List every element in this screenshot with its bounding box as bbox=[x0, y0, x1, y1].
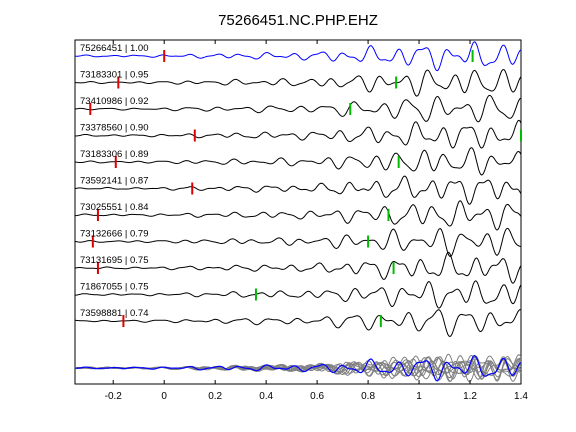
trace-label: 71867055 | 0.75 bbox=[80, 282, 149, 293]
x-tick-label: 0.2 bbox=[208, 391, 222, 402]
x-tick-label: 0.6 bbox=[310, 391, 324, 402]
trace-label: 73183306 | 0.89 bbox=[80, 149, 149, 160]
trace-label: 73592141 | 0.87 bbox=[80, 176, 149, 187]
x-tick-label: -0.2 bbox=[105, 391, 123, 402]
trace-label: 73378560 | 0.90 bbox=[80, 123, 149, 134]
trace-label: 73183301 | 0.95 bbox=[80, 70, 149, 81]
x-tick-label: 1.2 bbox=[463, 391, 477, 402]
trace-line bbox=[74, 309, 522, 338]
trace-line bbox=[74, 119, 522, 149]
trace-label: 73131695 | 0.75 bbox=[80, 255, 149, 266]
trace-line bbox=[74, 147, 522, 176]
trace-line bbox=[74, 94, 522, 123]
trace-line bbox=[75, 41, 522, 72]
trace-line bbox=[75, 200, 522, 231]
trace-line bbox=[75, 69, 522, 97]
trace-label: 73598881 | 0.74 bbox=[80, 308, 149, 319]
x-tick-label: 0.4 bbox=[259, 391, 273, 402]
stack-reference-line bbox=[75, 354, 522, 382]
x-tick-label: 1.4 bbox=[514, 391, 528, 402]
trace-line bbox=[74, 251, 522, 284]
stack-group bbox=[74, 353, 522, 383]
chart-title: 75266451.NC.PHP.EHZ bbox=[218, 12, 378, 29]
trace-line bbox=[74, 175, 522, 205]
trace-label: 73132666 | 0.79 bbox=[80, 229, 149, 240]
trace-line bbox=[74, 227, 522, 258]
trace-label: 75266451 | 1.00 bbox=[80, 43, 149, 54]
x-tick-label: 1 bbox=[416, 391, 422, 402]
trace-line bbox=[74, 280, 522, 309]
x-axis: -0.2 0 0.2 0.4 0.6 0.8 1 1.2 1.4 bbox=[105, 40, 528, 402]
pick-group bbox=[89, 50, 522, 327]
trace-label: 73410986 | 0.92 bbox=[80, 96, 149, 107]
trace-label: 73025551 | 0.84 bbox=[80, 202, 149, 213]
trace-group bbox=[74, 41, 522, 338]
x-tick-label: 0 bbox=[161, 391, 167, 402]
plot-frame bbox=[74, 39, 522, 385]
trace-label-group: 75266451 | 1.00 73183301 | 0.95 73410986 |… bbox=[80, 43, 149, 319]
x-tick-label: 0.8 bbox=[361, 391, 375, 402]
